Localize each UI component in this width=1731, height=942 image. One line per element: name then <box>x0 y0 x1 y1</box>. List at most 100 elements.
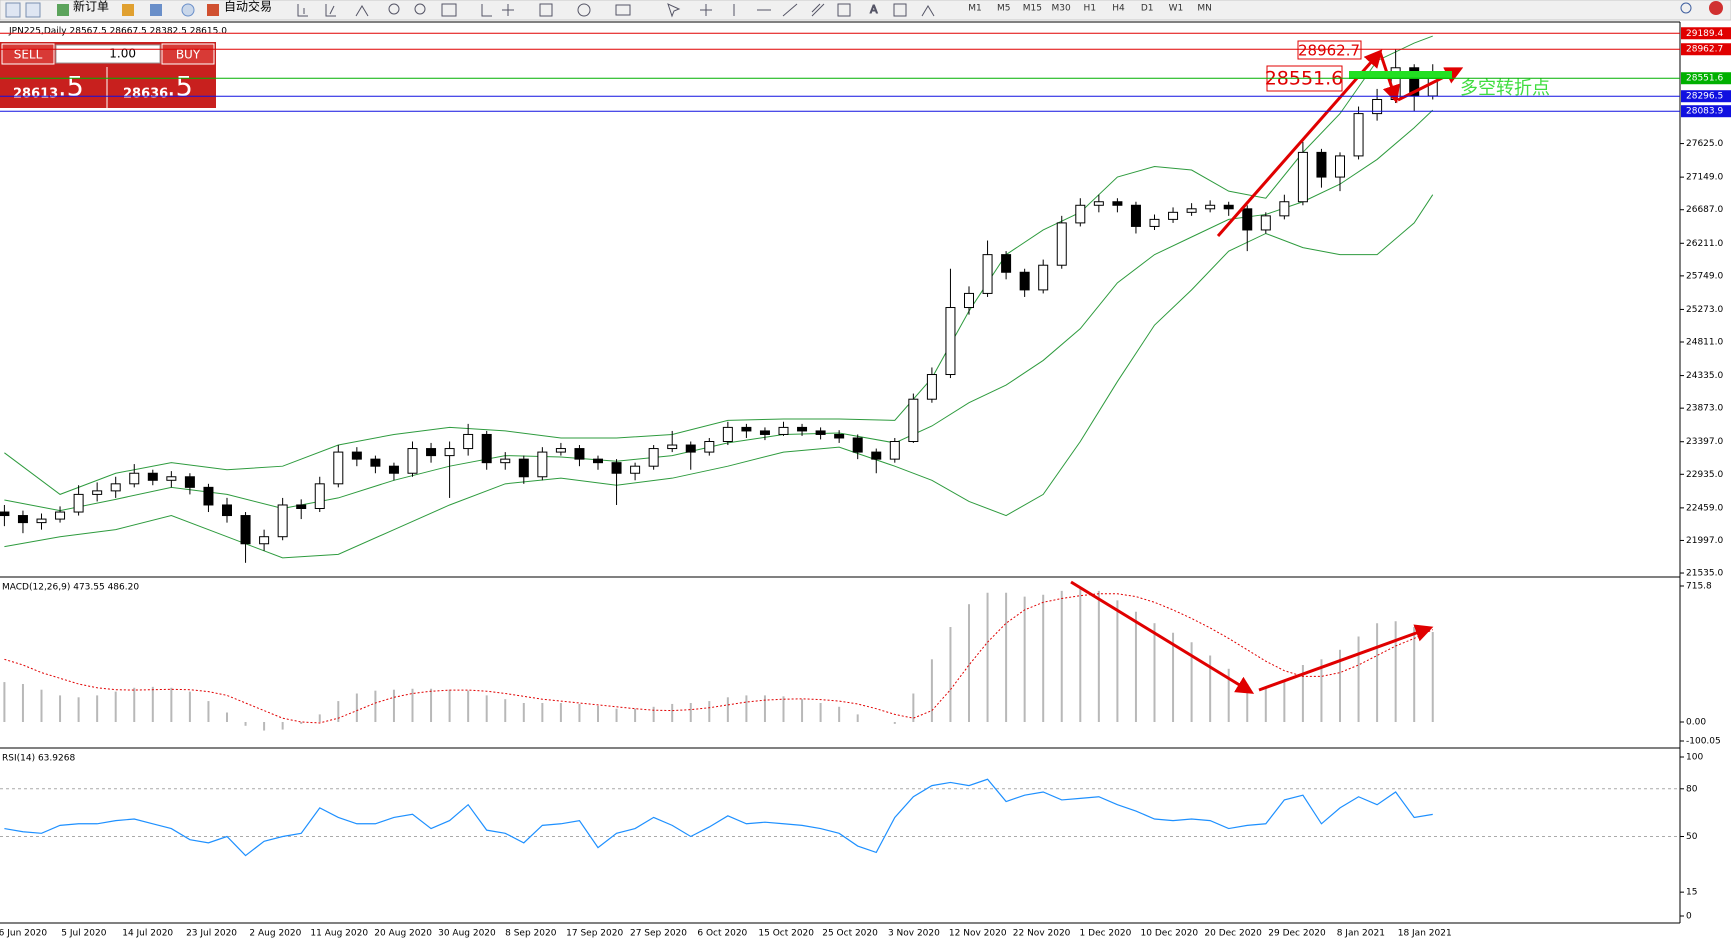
toolbar-tools[interactable]: A <box>297 3 935 18</box>
x-tick-label: 12 Nov 2020 <box>949 929 1007 939</box>
candle-body <box>667 444 678 450</box>
timeframe-button[interactable]: M1 <box>968 4 982 14</box>
arrow <box>1258 624 1434 692</box>
icon[interactable] <box>25 2 41 18</box>
timeframes: M1 M5 M15 M30 H1 H4 D1 W1 MN <box>968 4 1212 14</box>
icon[interactable] <box>181 3 195 17</box>
candle-body <box>797 426 808 432</box>
x-tick-label: 8 Sep 2020 <box>505 929 557 939</box>
timeframe-button[interactable]: M30 <box>1051 4 1070 14</box>
x-tick-label: 20 Aug 2020 <box>374 929 432 939</box>
price-level-label: 28551.6 <box>1686 74 1723 84</box>
price-level-tag <box>1681 72 1731 85</box>
timeframe-button[interactable]: W1 <box>1169 4 1184 14</box>
icon[interactable] <box>5 2 21 18</box>
buy-label[interactable]: BUY <box>176 48 201 62</box>
candle-body <box>1353 113 1364 157</box>
candle-body <box>388 465 399 474</box>
candle-body <box>1297 151 1308 203</box>
sell-price-fraction[interactable]: .5 <box>58 72 84 103</box>
timeframe-button[interactable]: MN <box>1197 4 1212 14</box>
auto-trading-icon[interactable] <box>207 4 219 16</box>
candle-body <box>92 490 103 495</box>
y-tick-label: 24811.0 <box>1686 338 1723 348</box>
candle-body <box>908 398 919 443</box>
candle-body <box>852 437 863 453</box>
search-icon[interactable] <box>1680 2 1692 14</box>
candle-body <box>463 433 474 450</box>
candle-body <box>982 254 993 294</box>
candle-body <box>1223 204 1234 210</box>
x-tick-label: 8 Jan 2021 <box>1337 929 1385 939</box>
x-tick-label: 26 Jun 2020 <box>0 929 47 939</box>
candle-body <box>685 444 696 453</box>
new-order-button[interactable]: 新订单 <box>73 0 109 14</box>
candle-body <box>630 465 641 474</box>
y-tick-label: 80 <box>1686 784 1698 794</box>
candle-body <box>1112 201 1123 206</box>
icon[interactable] <box>122 4 134 16</box>
candle-body <box>778 426 789 435</box>
x-tick-label: 11 Aug 2020 <box>310 929 368 939</box>
price-level-label: 28083.9 <box>1686 107 1723 117</box>
svg-text:A: A <box>870 3 878 16</box>
auto-trading-button[interactable]: 自动交易 <box>224 0 272 14</box>
candle-body <box>481 433 492 464</box>
candle-body <box>407 448 418 474</box>
icon[interactable] <box>150 4 162 16</box>
timeframe-button[interactable]: H1 <box>1084 4 1097 14</box>
buy-price-fraction[interactable]: .5 <box>167 72 193 103</box>
candle-body <box>815 430 826 435</box>
candle-body <box>574 448 585 460</box>
candle-body <box>1019 271 1030 291</box>
candle-body <box>110 483 121 492</box>
candle-body <box>351 451 362 460</box>
y-tick-label: 26211.0 <box>1686 239 1723 249</box>
price-level-tag <box>1681 27 1731 40</box>
annotation: 28962.7 <box>1298 42 1360 60</box>
candle-body <box>500 458 511 464</box>
new-order-icon[interactable] <box>57 4 69 16</box>
candle-body <box>1372 98 1383 115</box>
candle-body <box>259 536 270 545</box>
y-tick-label: 25273.0 <box>1686 305 1723 315</box>
rsi-title: RSI(14) 63.9268 <box>2 754 75 764</box>
candle-body <box>964 292 974 309</box>
candle-body <box>593 458 603 464</box>
x-tick-label: 5 Jul 2020 <box>61 929 106 939</box>
candle-body <box>945 307 956 376</box>
price-level-label: 28296.5 <box>1686 92 1723 102</box>
y-tick-label: 27625.0 <box>1686 139 1723 149</box>
y-tick-label: 715.8 <box>1686 582 1712 592</box>
x-tick-label: 23 Jul 2020 <box>186 929 237 939</box>
macd-signal <box>4 593 1433 724</box>
x-tick-label: 2 Aug 2020 <box>249 929 301 939</box>
lots-value[interactable]: 1.00 <box>109 47 136 61</box>
candle-body <box>55 511 66 520</box>
candle-body <box>203 486 214 506</box>
timeframe-button[interactable]: M5 <box>997 4 1011 14</box>
notification-icon[interactable] <box>1709 1 1723 15</box>
sell-price[interactable]: 28613 <box>13 87 58 102</box>
timeframe-button[interactable]: H4 <box>1112 4 1125 14</box>
timeframe-button[interactable]: D1 <box>1141 4 1154 14</box>
candle-body <box>611 462 622 474</box>
sell-label[interactable]: SELL <box>14 48 43 62</box>
candle-body <box>1130 204 1141 227</box>
y-tick-label: 23397.0 <box>1686 437 1723 447</box>
y-tick-label: 22459.0 <box>1686 503 1723 513</box>
candle-body <box>17 515 28 524</box>
timeframe-button[interactable]: M15 <box>1023 4 1042 14</box>
x-tick-label: 6 Oct 2020 <box>697 929 747 939</box>
buy-price[interactable]: 28636 <box>123 87 168 102</box>
candle-body <box>1205 204 1216 210</box>
candle-body <box>1075 204 1086 224</box>
lots-input[interactable] <box>55 44 161 64</box>
price-level-tag <box>1681 90 1731 103</box>
bollinger-upper <box>4 35 1433 495</box>
x-tick-label: 20 Dec 2020 <box>1204 929 1262 939</box>
x-tick-label: 15 Oct 2020 <box>758 929 814 939</box>
rsi-line <box>4 778 1433 857</box>
